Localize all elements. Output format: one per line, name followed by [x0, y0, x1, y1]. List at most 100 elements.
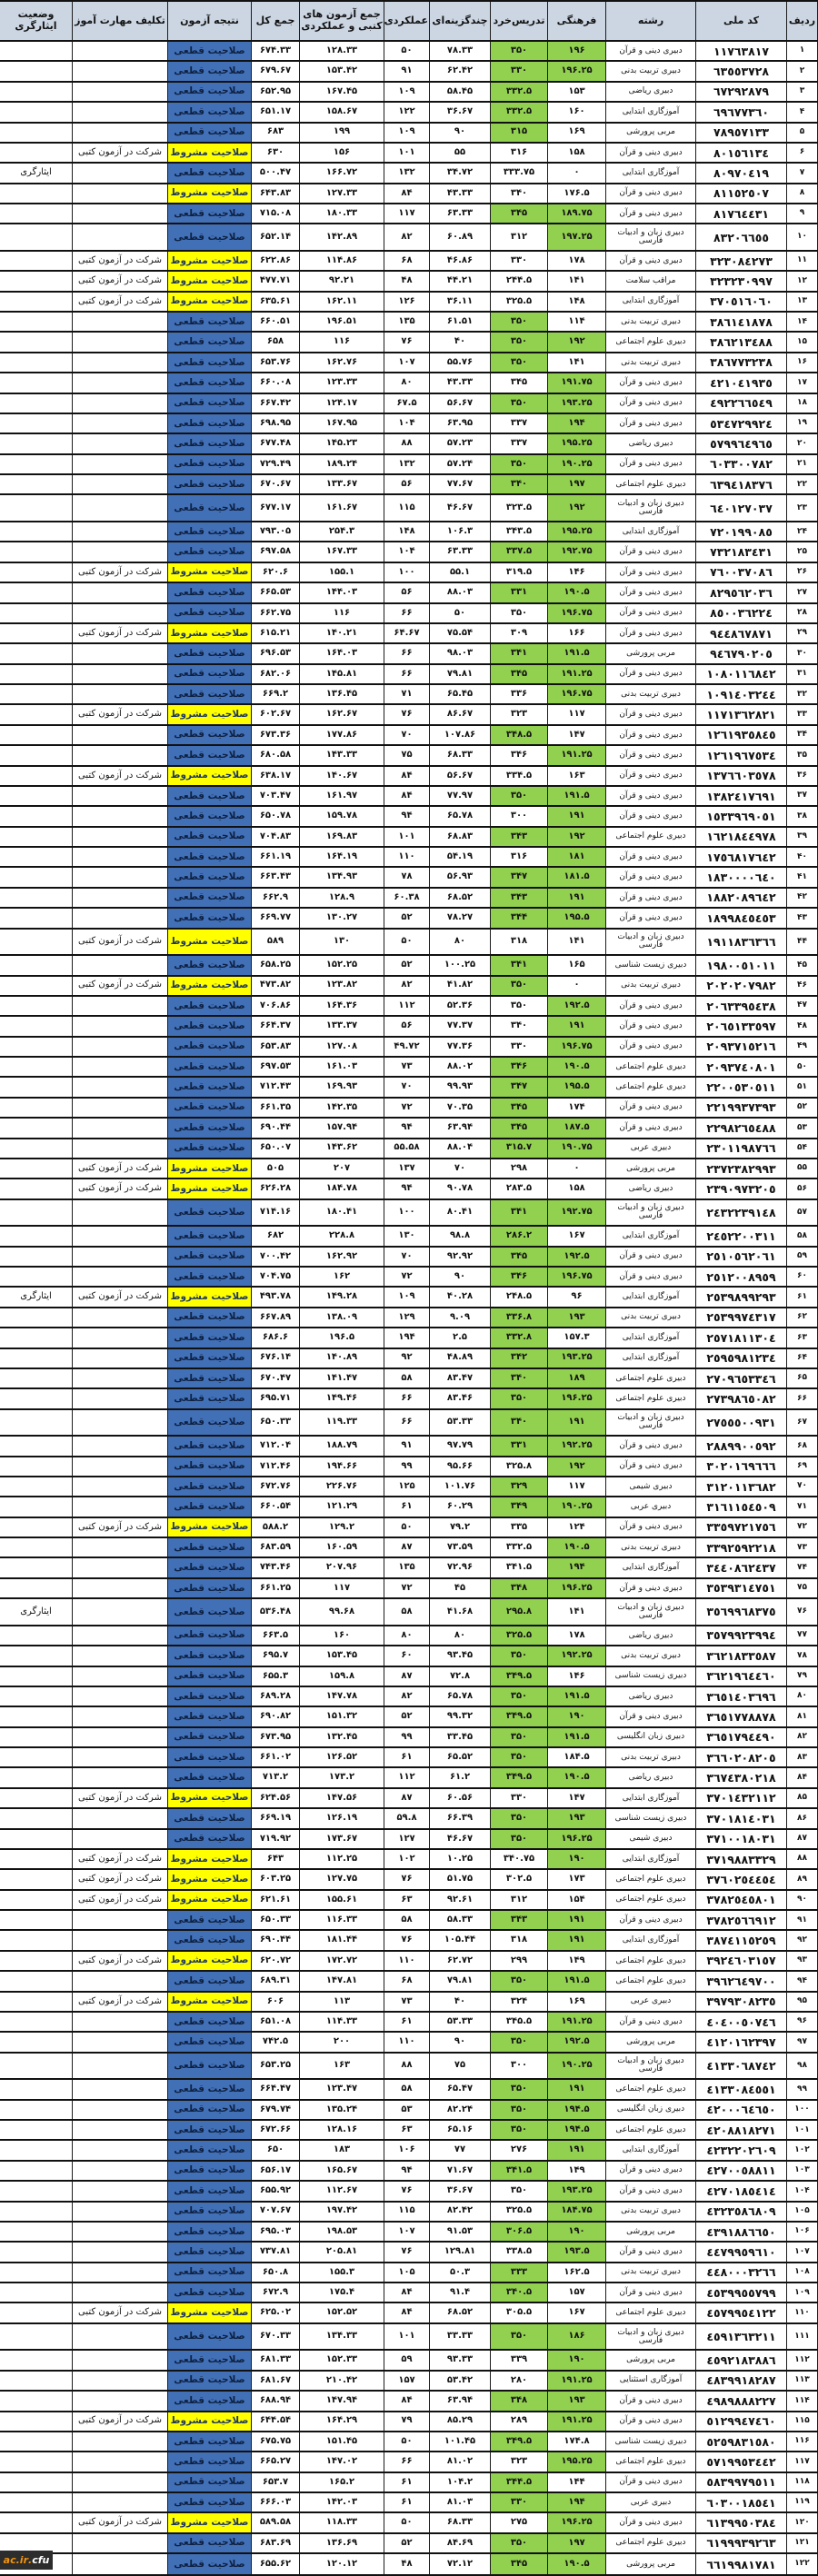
cell-taklif [72, 541, 168, 563]
cell-isargari [0, 561, 73, 584]
cell-chand-gozinei: ۷۸.۲۷ [429, 907, 491, 930]
cell-result: صلاحیت قطعی [167, 60, 252, 83]
cell-amalkardi: ۵۵.۵۸ [384, 1137, 430, 1159]
cell-rank: ۹۴ [786, 1970, 818, 1993]
cell-isargari [0, 1347, 73, 1369]
table-row: ۶۷ ٢٧٥٥٥٠٠٩٣١ دبیری زبان و ادبیات فارسی ۱۹۱… [0, 1407, 818, 1437]
cell-national-code: ٤٣٢٣٥٨٦٨٠٩ [695, 2200, 787, 2223]
cell-farhangi: ۱۵۸ [547, 1178, 606, 1200]
cell-rank: ۲۴ [786, 521, 818, 543]
cell-major: آموزگاری ابتدایی [605, 101, 696, 124]
cell-taklif [72, 723, 168, 747]
cell-farhangi: ۱۹۶.۲۵ [547, 2511, 606, 2534]
cell-tadris-khord: ۳۵۰ [490, 1807, 548, 1830]
cell-amalkardi: ۸۴ [384, 2390, 430, 2412]
cell-major: آموزگاری ابتدایی [605, 1929, 696, 1952]
table-row: ۴۷ ٢٠٦٣٣٩٥٤٣٨ دبیری دینی و قرآن ۱۹۲.۵ ۳۵۰ ۵۲.… [0, 994, 818, 1018]
table-row: ۱۱۵ ٥١٢٩٩٤٧٤٦٠ دبیری دینی و قرآن ۱۹۱.۲۵ ۲۸۹ ۸… [0, 2410, 818, 2432]
cell-result: صلاحیت قطعی [167, 1056, 252, 1079]
cell-result: صلاحیت قطعی [167, 1496, 252, 1518]
cell-amalkardi: ۱۹۴ [384, 1327, 430, 1349]
cell-national-code: ٥٣٤٧٢٩٩٢٤ [695, 412, 787, 435]
table-row: ۵۷ ٢٤٣٢٢٣٩١٤٨ دبیری زبان و ادبیات فارسی ۱۹۲… [0, 1198, 818, 1228]
cell-total: ۵۸۸.۲ [251, 1516, 300, 1539]
cell-total: ۶۶۳.۵ [251, 1624, 300, 1647]
table-row: ۲۷ ٨٢٩٥٦٢٠٣٦ دبیری دینی و قرآن ۱۹۰.۵ ۳۳۱ ۸۸.۰… [0, 582, 818, 604]
cell-tadris-khord: ۳۵۰ [490, 1746, 548, 1769]
cell-farhangi: ۱۶۰ [547, 101, 606, 124]
table-row: ۱۰۹ ٤٥٣٩٩٥٥٧٩٩ دبیری دینی و قرآن ۱۵۷ ۳۴۰.۵ ۹۱… [0, 2282, 818, 2304]
cell-farhangi: ۱۹۰.۵ [547, 582, 606, 604]
col-isargari: وضعیت ایثارگری [0, 0, 73, 42]
cell-result: صلاحیت قطعی [167, 886, 252, 910]
cell-sum-written-performance: ۱۶۳ [299, 2051, 384, 2081]
cell-tadris-khord: ۳۲۳ [490, 703, 548, 726]
cell-amalkardi: ۷۶ [384, 1929, 430, 1952]
cell-total: ۶۶۴.۴۷ [251, 2078, 300, 2101]
table-row: ۵۹ ٢٥١٠٥٦٢٠٦١ دبیری دینی و قرآن ۱۹۲.۵ ۳۴۵ ۹۲.… [0, 1245, 818, 1268]
cell-sum-written-performance: ۱۱۶.۳۳ [299, 1909, 384, 1932]
cell-isargari [0, 331, 73, 353]
cell-national-code: ٤٩٨٩٨٨٨٢٢٧ [695, 2390, 787, 2412]
cell-total: ۷۱۲.۴۳ [251, 1076, 300, 1099]
cell-chand-gozinei: ۲.۵ [429, 1327, 491, 1349]
col-taklif: تکلیف مهارت آموز [72, 0, 168, 42]
cell-amalkardi: ۱۰۱ [384, 2322, 430, 2352]
cell-amalkardi: ۸۲ [384, 223, 430, 252]
cell-major: دبیری زبان و ادبیات فارسی [605, 1597, 696, 1626]
cell-isargari [0, 141, 73, 164]
cell-total: ۷۰۴.۸۳ [251, 825, 300, 849]
cell-sum-written-performance: ۱۱۴.۳۳ [299, 2010, 384, 2034]
cell-rank: ۷۳ [786, 1537, 818, 1559]
cell-major: دبیری زبان انگلیسی [605, 1726, 696, 1749]
cell-tadris-khord: ۳۴۰ [490, 1015, 548, 1038]
cell-farhangi: ۱۴۱ [547, 927, 606, 957]
cell-national-code: ٣٦٧٤٣٨٠٢١٨ [695, 1766, 787, 1789]
cell-taklif [72, 521, 168, 543]
cell-amalkardi: ۸۴ [384, 2302, 430, 2324]
cell-amalkardi: ۵۲ [384, 907, 430, 930]
cell-taklif [72, 2491, 168, 2514]
cell-major: دبیری ریاضی [605, 1624, 696, 1647]
cell-national-code: ٣٥٧٩٩٢٣٩٩٤ [695, 1624, 787, 1647]
cell-chand-gozinei: ۶۱.۲ [429, 1766, 491, 1789]
cell-chand-gozinei: ۷۷.۹۷ [429, 784, 491, 808]
cell-farhangi: ۱۴۷ [547, 1786, 606, 1810]
cell-chand-gozinei: ۸۱.۰۲ [429, 2451, 491, 2473]
cell-result: صلاحیت قطعی [167, 954, 252, 977]
cell-tadris-khord: ۳۳۱ [490, 1435, 548, 1457]
cell-amalkardi: ۵۰ [384, 927, 430, 957]
cell-tadris-khord: ۳۳۰ [490, 1035, 548, 1059]
col-result: نتیجه آزمون [167, 0, 252, 42]
cell-taklif [72, 2552, 168, 2576]
cell-total: ۶۵۳.۷۶ [251, 351, 300, 374]
cell-tadris-khord: ۳۵۰ [490, 2098, 548, 2122]
cell-national-code: ٥٧٩٩٦٤٩٦٥ [695, 433, 787, 455]
cell-sum-written-performance: ۱۲۸.۳۳ [299, 39, 384, 63]
cell-rank: ۳۱ [786, 662, 818, 686]
cell-major: دبیری عربی [605, 1496, 696, 1518]
cell-major: آموزگاری ابتدایی [605, 162, 696, 184]
cell-taklif [72, 1096, 168, 1119]
cell-taklif: شرکت در آزمون کتبی [72, 764, 168, 787]
table-row: ۸۵ ٣٧٠١٤٣٢١١٢ آموزگاری ابتدایی ۱۴۷ ۳۳۰ ۶۰.۵۶ ۸… [0, 1786, 818, 1810]
cell-rank: ۴۵ [786, 954, 818, 977]
cell-isargari [0, 662, 73, 686]
cell-sum-written-performance: ۱۲۷.۳۳ [299, 182, 384, 205]
cell-isargari [0, 846, 73, 869]
cell-tadris-khord: ۳۲۵.۵ [490, 2200, 548, 2223]
cell-chand-gozinei: ۵۳.۴۲ [429, 2369, 491, 2392]
cell-taklif [72, 1624, 168, 1647]
cell-result: صلاحیت مشروط [167, 1157, 252, 1180]
cell-taklif [72, 602, 168, 624]
cell-amalkardi: ۷۱ [384, 683, 430, 706]
cell-chand-gozinei: ۸۳.۴۷ [429, 1367, 491, 1390]
table-row: ۱۱۶ ٥٢٥٩٨٣١٥٨٠ دبیری زیست شناسی ۱۷۴.۸ ۳۴۹.۵ ۱… [0, 2430, 818, 2453]
cell-chand-gozinei: ۶۵.۴۵ [429, 683, 491, 706]
cell-total: ۶۹۵.۰۳ [251, 2220, 300, 2243]
cell-total: ۶۵۳.۷ [251, 2471, 300, 2494]
cell-total: ۷۴۳.۴۶ [251, 1557, 300, 1579]
cell-major: دبیری علوم اجتماعی [605, 1367, 696, 1390]
table-row: ۷۰ ٣١٢٠١١٣٦٨٢ دبیری شیمی ۱۱۷ ۳۲۹ ۱۰۱.۷۶ ۱۲۵ ۲۲۶… [0, 1475, 818, 1498]
cell-national-code: ٥٢٥٩٨٣١٥٨٠ [695, 2430, 787, 2453]
